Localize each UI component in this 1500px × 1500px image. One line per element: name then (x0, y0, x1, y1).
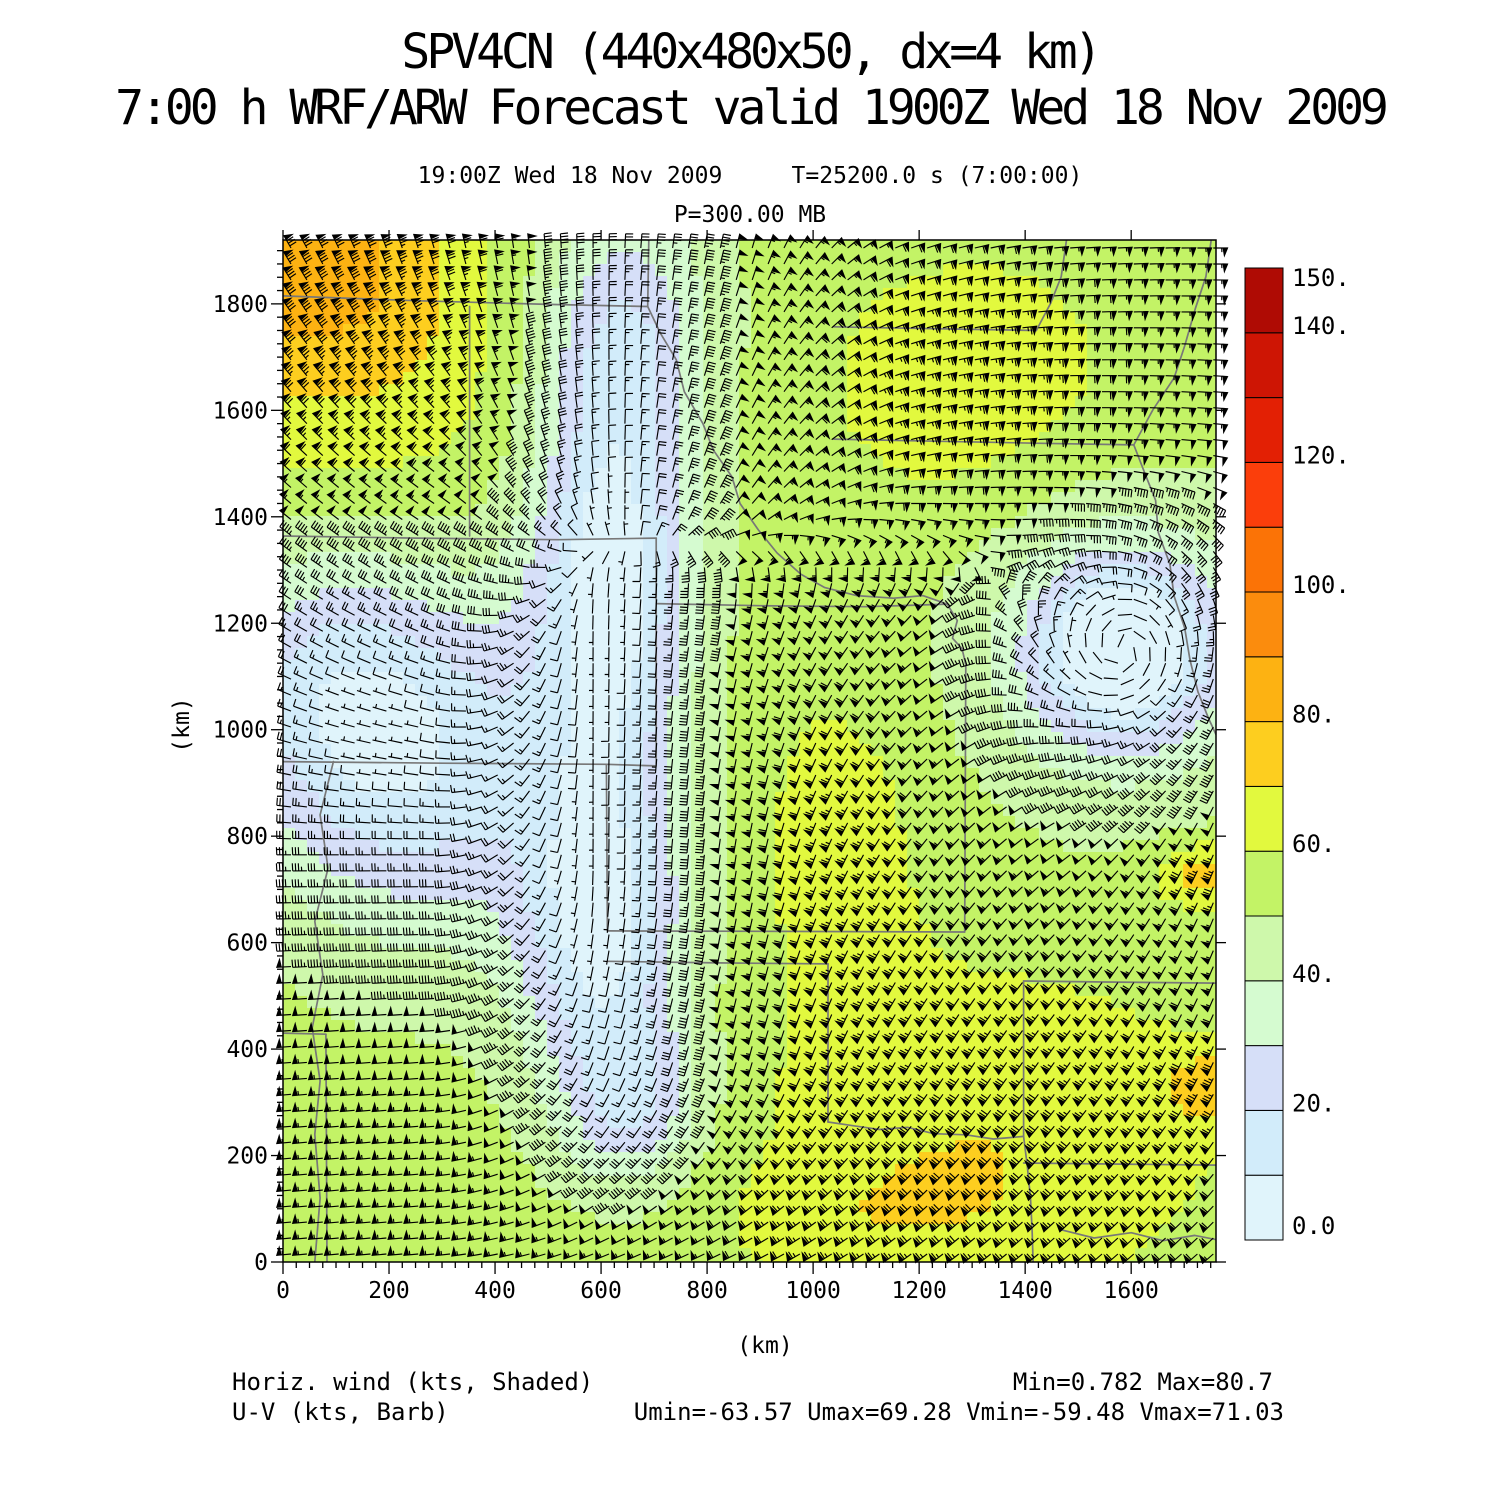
footer-shaded-field-label: Horiz. wind (kts, Shaded) (232, 1368, 594, 1396)
colorbar-segment (1244, 1174, 1284, 1241)
colorbar: 150. 140. 120. 100. 80. 60. 40. 20. 0.0 (1244, 264, 1350, 1241)
y-tick-label: 1000 (213, 718, 268, 744)
colorbar-tick-label: 120. (1292, 441, 1350, 469)
colorbar-segment (1244, 656, 1284, 723)
colorbar-segment (1244, 397, 1284, 463)
pressure-level-line: P=300.00 MB (673, 202, 827, 228)
footer-barb-field-label: U-V (kts, Barb) (232, 1398, 449, 1426)
colorbar-segment (1244, 721, 1284, 787)
colorbar-segment (1244, 785, 1284, 852)
y-tick-label: 1400 (213, 505, 268, 531)
wind-barbs (275, 232, 1229, 1265)
y-tick-label: 200 (226, 1144, 268, 1170)
colorbar-tick-label: 150. (1292, 264, 1350, 292)
colorbar-segment (1244, 850, 1284, 917)
colorbar-tick-label: 80. (1292, 701, 1335, 729)
colorbar-tick-label: 40. (1292, 960, 1335, 988)
x-tick-label: 1000 (785, 1278, 840, 1304)
axes (271, 230, 1226, 1274)
x-tick-label: 400 (474, 1278, 516, 1304)
colorbar-segment (1244, 1045, 1284, 1111)
y-tick-label: 400 (226, 1037, 268, 1063)
axis-tick-labels: 0 200 400 600 800 1000 1200 1400 1600 0 200 400 600 8… (213, 292, 1159, 1304)
y-tick-label: 1200 (213, 611, 268, 637)
colorbar-segment (1244, 591, 1284, 658)
plot-title-line-2: 7:00 h WRF/ARW Forecast valid 1900Z Wed … (115, 80, 1389, 136)
colorbar-tick-label: 100. (1292, 571, 1350, 599)
x-axis-unit-label: (km) (737, 1333, 793, 1359)
y-tick-label: 800 (226, 824, 268, 850)
x-tick-label: 1600 (1103, 1278, 1158, 1304)
x-tick-label: 1400 (997, 1278, 1052, 1304)
y-tick-label: 1600 (213, 398, 268, 424)
plot-title-line-1: SPV4CN (440x480x50, dx=4 km) (401, 24, 1102, 80)
valid-time-line: 19:00Z Wed 18 Nov 2009 T=25200.0 s (7:00… (417, 163, 1083, 189)
colorbar-segment (1244, 915, 1284, 982)
y-axis-unit-label: (km) (169, 697, 195, 753)
colorbar-tick-label: 60. (1292, 830, 1335, 858)
colorbar-tick-label: 0.0 (1292, 1212, 1335, 1240)
colorbar-segment (1244, 267, 1284, 334)
x-tick-label: 800 (686, 1278, 728, 1304)
x-tick-label: 1200 (891, 1278, 946, 1304)
colorbar-segment (1244, 980, 1284, 1047)
x-tick-label: 200 (368, 1278, 410, 1304)
colorbar-segment (1244, 1109, 1284, 1176)
x-tick-label: 0 (276, 1278, 290, 1304)
footer-uv-stats: Umin=-63.57 Umax=69.28 Vmin=-59.48 Vmax=… (633, 1398, 1284, 1426)
y-tick-label: 0 (254, 1250, 268, 1276)
y-tick-label: 600 (226, 931, 268, 957)
footer-minmax-stats: Min=0.782 Max=80.7 (1012, 1368, 1273, 1396)
colorbar-segment (1244, 332, 1284, 399)
colorbar-segment (1244, 461, 1284, 528)
colorbar-tick-label: 20. (1292, 1089, 1335, 1117)
y-tick-label: 1800 (213, 292, 268, 318)
colorbar-segment (1244, 526, 1284, 593)
colorbar-tick-label: 140. (1292, 312, 1350, 340)
x-tick-label: 600 (580, 1278, 622, 1304)
